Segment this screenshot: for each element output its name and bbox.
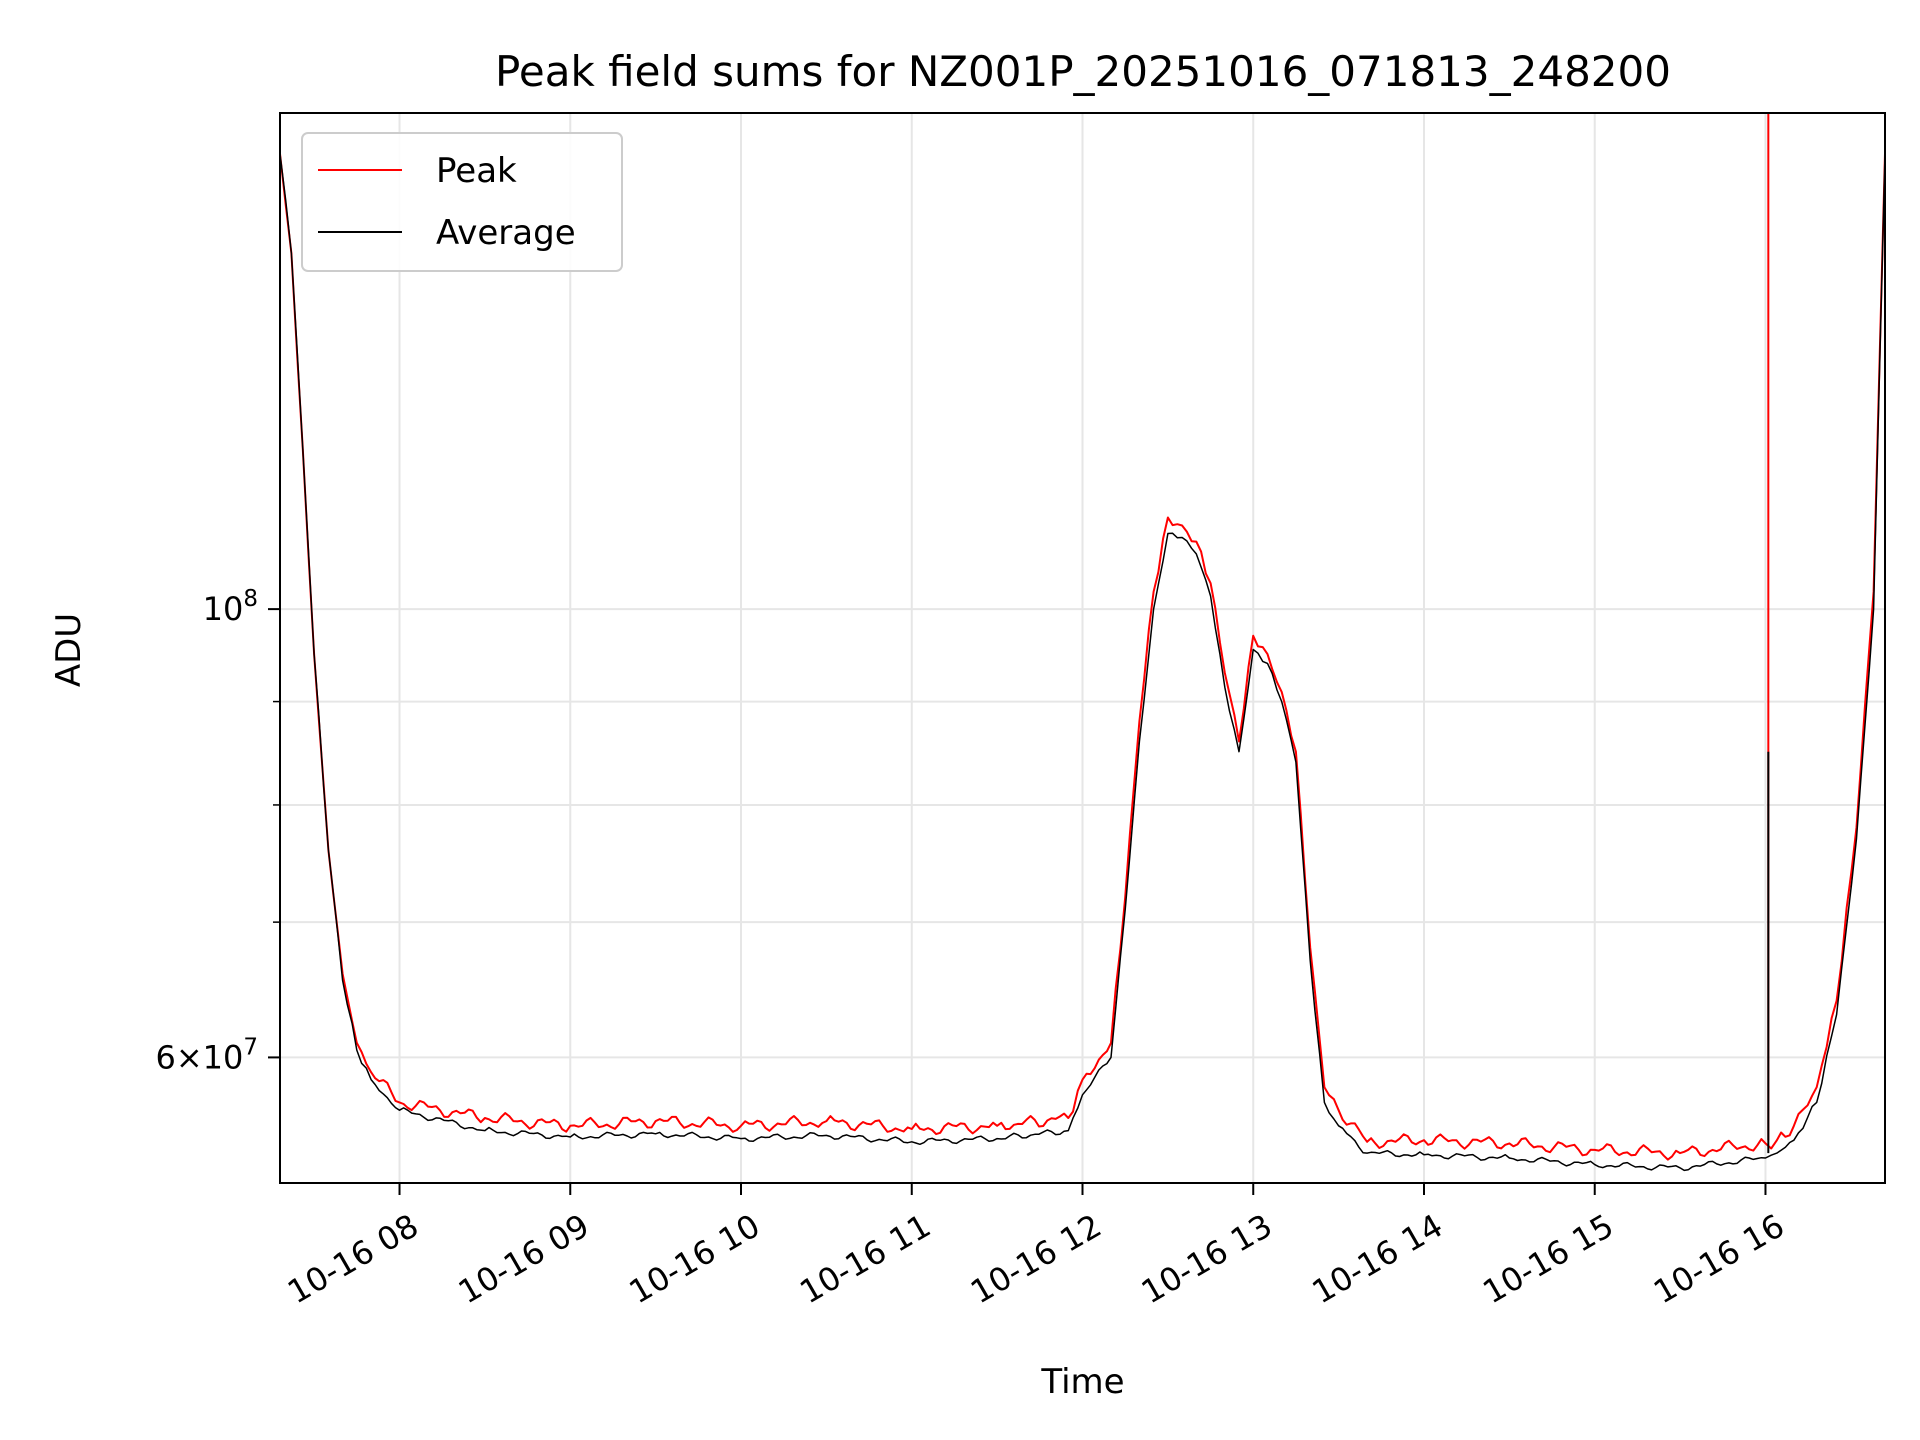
plot-frame [279, 112, 1886, 1184]
legend: Peak Average [301, 132, 623, 272]
legend-label: Average [436, 213, 576, 253]
y-axis-label: ADU [49, 613, 89, 687]
chart-title: Peak field sums for NZ001P_20251016_0718… [495, 47, 1671, 96]
series-lines [279, 113, 1886, 1172]
series-line-peak [279, 153, 1886, 1161]
x-axis-label: Time [1040, 1362, 1124, 1402]
legend-box [301, 132, 623, 272]
y-tick-label: 108 [203, 586, 258, 628]
y-tick-label: 6×107 [155, 1034, 258, 1076]
grid [280, 113, 1885, 1183]
legend-label: Peak [436, 151, 517, 191]
series-line-average [279, 153, 1886, 1172]
